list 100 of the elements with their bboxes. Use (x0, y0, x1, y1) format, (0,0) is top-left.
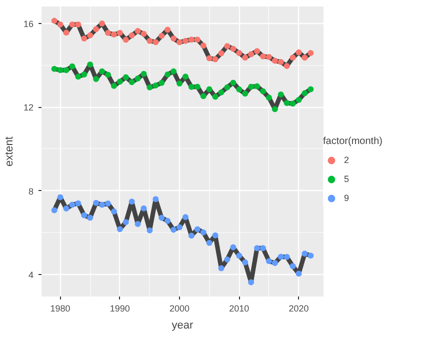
point (99, 68, 106, 74)
point (212, 56, 218, 62)
point (128, 79, 135, 86)
point (170, 226, 177, 233)
point (290, 100, 296, 107)
point (128, 198, 135, 205)
y-tick-label: 8 (28, 186, 34, 196)
point (93, 200, 100, 206)
point (81, 36, 88, 42)
point (87, 214, 94, 221)
point (110, 208, 117, 214)
point (230, 80, 236, 86)
point (254, 48, 260, 54)
point (272, 58, 278, 64)
point (152, 82, 159, 88)
point (236, 252, 242, 259)
point (164, 26, 171, 33)
point (63, 67, 70, 74)
point (122, 219, 129, 226)
point (194, 36, 200, 43)
y-tick-label: 4 (28, 270, 34, 280)
point (122, 36, 129, 43)
point (278, 58, 284, 65)
point (63, 30, 70, 36)
point (51, 18, 58, 24)
point (104, 30, 111, 36)
point (308, 86, 314, 92)
point (302, 54, 308, 61)
point (104, 72, 111, 78)
point (116, 226, 123, 232)
point (170, 36, 177, 42)
point (146, 38, 153, 44)
point (87, 62, 94, 68)
point (200, 93, 206, 100)
point (152, 39, 159, 46)
point (93, 26, 100, 32)
legend-label: 5 (344, 174, 350, 184)
point (218, 265, 224, 272)
x-tick-label: 1990 (110, 304, 130, 314)
point (110, 32, 117, 38)
point (266, 54, 272, 60)
point (176, 224, 183, 230)
x-tick-label: 2020 (288, 304, 309, 314)
point (51, 66, 58, 72)
point (170, 68, 177, 74)
point (284, 254, 290, 260)
point (194, 226, 200, 232)
point (260, 88, 266, 94)
point (110, 82, 117, 89)
y-tick-label: 16 (23, 18, 34, 29)
point (116, 78, 123, 85)
point (69, 202, 76, 208)
x-axis-title: year (172, 320, 194, 332)
point (296, 49, 302, 56)
point (224, 43, 230, 50)
point (290, 54, 296, 61)
point (206, 240, 212, 246)
point (296, 96, 302, 103)
point (99, 202, 106, 208)
point (176, 80, 183, 87)
point (81, 212, 88, 218)
point (212, 232, 218, 238)
point (140, 30, 147, 37)
point (176, 39, 183, 46)
point (164, 218, 171, 224)
point (230, 244, 236, 250)
point (194, 84, 200, 90)
point (236, 50, 242, 56)
legend-label: 2 (344, 155, 350, 165)
point (290, 263, 296, 270)
point (57, 67, 64, 74)
point (260, 53, 266, 60)
point (182, 38, 188, 44)
point (218, 50, 224, 56)
legend-label: 9 (344, 193, 350, 203)
point (128, 32, 135, 38)
line-series (52, 18, 313, 68)
point (75, 200, 82, 206)
point (146, 84, 153, 90)
point (284, 62, 290, 69)
point (63, 206, 70, 212)
point (75, 74, 82, 80)
point (302, 250, 308, 257)
point (146, 227, 153, 234)
point (278, 91, 284, 98)
y-axis-title: extent (3, 136, 16, 166)
point (230, 46, 236, 52)
point (75, 22, 82, 28)
point (158, 32, 165, 39)
point (57, 22, 64, 28)
y-tick-label: 12 (23, 102, 34, 113)
point (260, 245, 266, 252)
point (158, 80, 165, 86)
point (188, 36, 194, 43)
point (69, 22, 76, 28)
point (164, 72, 171, 78)
point (51, 207, 58, 214)
point (81, 72, 88, 78)
point (248, 84, 254, 90)
x-tick-label: 1980 (50, 304, 70, 314)
